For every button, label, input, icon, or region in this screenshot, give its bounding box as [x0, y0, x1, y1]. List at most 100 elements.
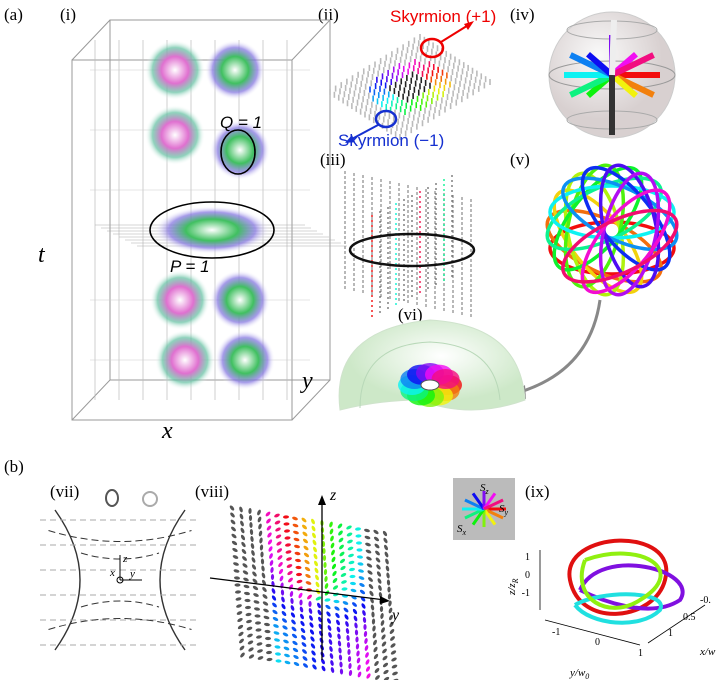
spin	[274, 513, 281, 518]
knot-loops	[569, 541, 682, 623]
spin	[348, 560, 355, 565]
crossed-planes	[345, 171, 471, 320]
subscript: 0	[585, 672, 589, 680]
spin	[329, 521, 334, 528]
spin	[335, 619, 340, 626]
spin	[243, 584, 250, 589]
spin	[314, 574, 319, 581]
spin	[355, 534, 361, 538]
spin	[365, 666, 371, 673]
skyrmion-blob	[145, 40, 205, 100]
panel-label: (vii)	[50, 482, 79, 501]
spin	[314, 567, 319, 574]
axis-label: x	[161, 418, 173, 444]
spin	[381, 634, 387, 641]
spin	[232, 554, 239, 559]
spin	[292, 516, 299, 521]
polarization-icon	[143, 492, 157, 506]
box-edge	[292, 20, 330, 60]
spin	[301, 517, 308, 523]
spin	[275, 652, 281, 656]
spin	[338, 537, 344, 544]
spin	[240, 541, 246, 548]
spin	[246, 626, 253, 631]
panel-label: (v)	[510, 150, 530, 169]
spin	[238, 638, 245, 644]
spin	[337, 523, 343, 530]
spin	[350, 588, 357, 593]
spin	[311, 525, 316, 532]
spin	[269, 560, 274, 567]
spin	[308, 615, 313, 622]
spin	[287, 577, 294, 583]
spin	[239, 506, 244, 513]
spin	[385, 565, 390, 572]
box-edge	[72, 380, 110, 420]
spin	[239, 645, 245, 652]
spin	[327, 625, 332, 632]
spin	[302, 662, 309, 668]
spin	[271, 595, 277, 602]
spin	[380, 620, 385, 627]
spin	[365, 549, 372, 554]
spin	[262, 601, 269, 607]
subscript: R	[511, 578, 520, 584]
spin	[339, 654, 343, 660]
spin	[349, 567, 355, 571]
spin	[248, 508, 251, 514]
spin	[380, 613, 384, 620]
spin	[256, 642, 263, 647]
spin	[291, 626, 298, 632]
spin	[329, 653, 334, 660]
skyrmion-blob	[215, 330, 275, 390]
spin	[346, 635, 350, 641]
spin	[295, 558, 301, 562]
spin	[290, 598, 294, 604]
hopf-fibration	[537, 154, 687, 306]
spin	[364, 645, 369, 652]
spin	[357, 555, 363, 559]
spin	[310, 650, 316, 657]
spin	[245, 606, 251, 610]
spin	[327, 632, 332, 639]
spin	[391, 657, 398, 663]
axis-label: z	[329, 487, 337, 504]
spin	[364, 631, 368, 637]
skyrmion-slices	[145, 40, 275, 390]
spin	[277, 554, 284, 560]
spin	[329, 535, 334, 542]
core-hole	[421, 380, 439, 390]
spin	[340, 668, 344, 674]
spin	[347, 539, 354, 544]
spin	[332, 577, 338, 584]
spin	[357, 562, 363, 566]
spin	[389, 635, 396, 641]
spin	[268, 546, 274, 553]
spin	[384, 558, 389, 565]
spin	[255, 621, 261, 624]
spin	[371, 611, 375, 617]
spin	[240, 527, 246, 534]
spin	[348, 663, 352, 669]
tick-label: -0.	[700, 595, 711, 606]
spin	[271, 588, 276, 595]
spin	[364, 638, 369, 645]
spin	[348, 656, 352, 662]
spin	[230, 526, 237, 532]
spin	[302, 538, 309, 544]
spin	[364, 535, 371, 540]
spin	[324, 598, 330, 602]
spin	[311, 664, 317, 671]
spin	[292, 523, 299, 528]
spin	[310, 643, 316, 650]
spin	[382, 530, 388, 537]
spin	[323, 562, 326, 568]
panel-label: (i)	[60, 5, 76, 24]
panel-label: (iv)	[510, 5, 535, 24]
spin	[285, 550, 292, 555]
spin	[237, 624, 244, 630]
spin	[373, 536, 380, 542]
spin	[321, 665, 327, 672]
tick-label: 1	[525, 552, 530, 563]
tick-label: 1	[638, 648, 643, 659]
